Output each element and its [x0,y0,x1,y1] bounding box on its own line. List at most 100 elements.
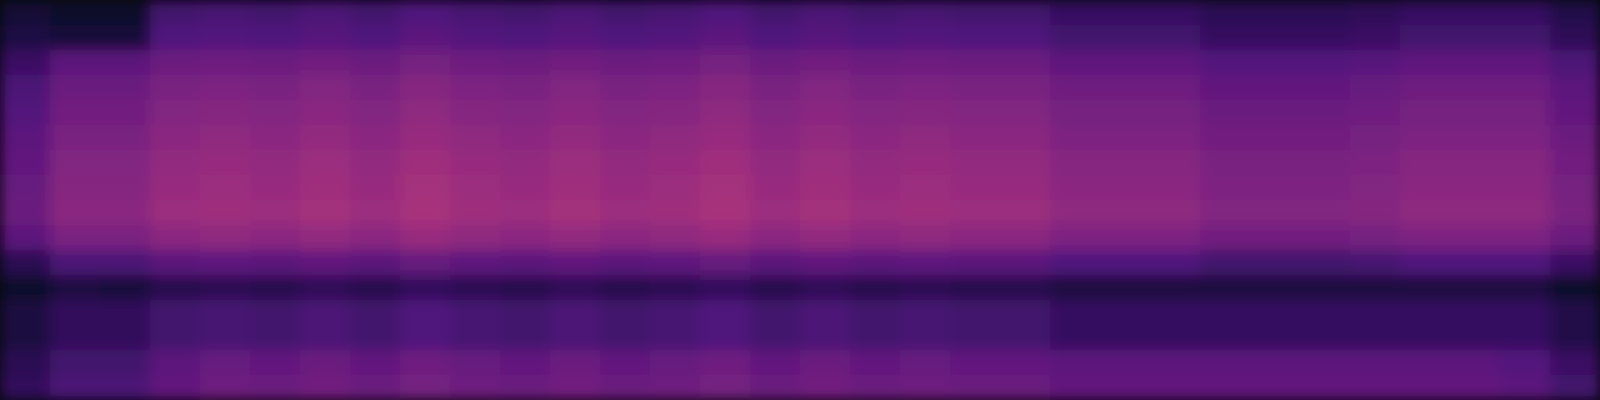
cell [1150,375,1201,400]
cell [150,175,201,201]
cell [900,250,951,276]
cell [1300,175,1351,201]
cell [250,325,301,351]
cell [1350,375,1401,400]
cell [150,225,201,251]
cell [1250,100,1301,126]
cell [1400,25,1451,51]
cell [400,100,451,126]
cell [650,100,701,126]
cell [1450,25,1501,51]
cell [550,225,601,251]
cell [1500,275,1551,301]
cell [550,200,601,226]
cell [250,125,301,151]
cell [1550,75,1600,101]
cell [650,25,701,51]
cell [400,25,451,51]
cell [350,325,401,351]
cell [500,75,551,101]
cell [750,250,801,276]
cell [500,50,551,76]
cell [700,350,751,376]
cell [100,250,151,276]
cell [450,75,501,101]
cell [300,375,351,400]
cell [1350,200,1401,226]
cell [1400,275,1451,301]
cell [950,200,1001,226]
cell [1400,200,1451,226]
cell [550,75,601,101]
cell [200,175,251,201]
cell [950,125,1001,151]
cell [1550,300,1600,326]
cell [150,25,201,51]
cell [250,300,301,326]
cell [200,225,251,251]
cell [250,275,301,301]
cell [300,275,351,301]
cell [350,50,401,76]
cell [150,275,201,301]
cell [900,275,951,301]
cell [50,50,101,76]
cell [550,50,601,76]
cell [100,300,151,326]
cell [1100,25,1151,51]
cell [1000,275,1051,301]
cell [1350,125,1401,151]
cell [1500,225,1551,251]
cell [450,25,501,51]
cell [600,0,651,26]
cell [1100,325,1151,351]
cell [800,325,851,351]
cell [950,225,1001,251]
cell [900,75,951,101]
cell [1300,200,1351,226]
cell [1250,250,1301,276]
cell [650,375,701,400]
cell [1250,225,1301,251]
cell [1450,75,1501,101]
cell [550,175,601,201]
cell [1000,75,1051,101]
cell [1150,100,1201,126]
cell [1000,350,1051,376]
cell [300,300,351,326]
cell [1500,0,1551,26]
cell [250,375,301,400]
cell [1000,300,1051,326]
cell [200,350,251,376]
cell [500,225,551,251]
cell [500,250,551,276]
cell [500,25,551,51]
cell [450,200,501,226]
cell [1150,125,1201,151]
cell [1400,250,1451,276]
cell [1250,150,1301,176]
cell [400,350,451,376]
cell [400,0,451,26]
cell [150,350,201,376]
cell [550,275,601,301]
cell [1050,375,1101,400]
cell [850,0,901,26]
cell [350,25,401,51]
cell [1350,300,1401,326]
cell [1350,75,1401,101]
cell [1050,0,1101,26]
cell [100,225,151,251]
cell [100,375,151,400]
cell [1550,175,1600,201]
cell [100,350,151,376]
cell [600,225,651,251]
cell [100,50,151,76]
cell [1200,25,1251,51]
cell [800,50,851,76]
cell [200,75,251,101]
cell [1200,125,1251,151]
cell [850,50,901,76]
cell [1550,225,1600,251]
cell [1300,350,1351,376]
